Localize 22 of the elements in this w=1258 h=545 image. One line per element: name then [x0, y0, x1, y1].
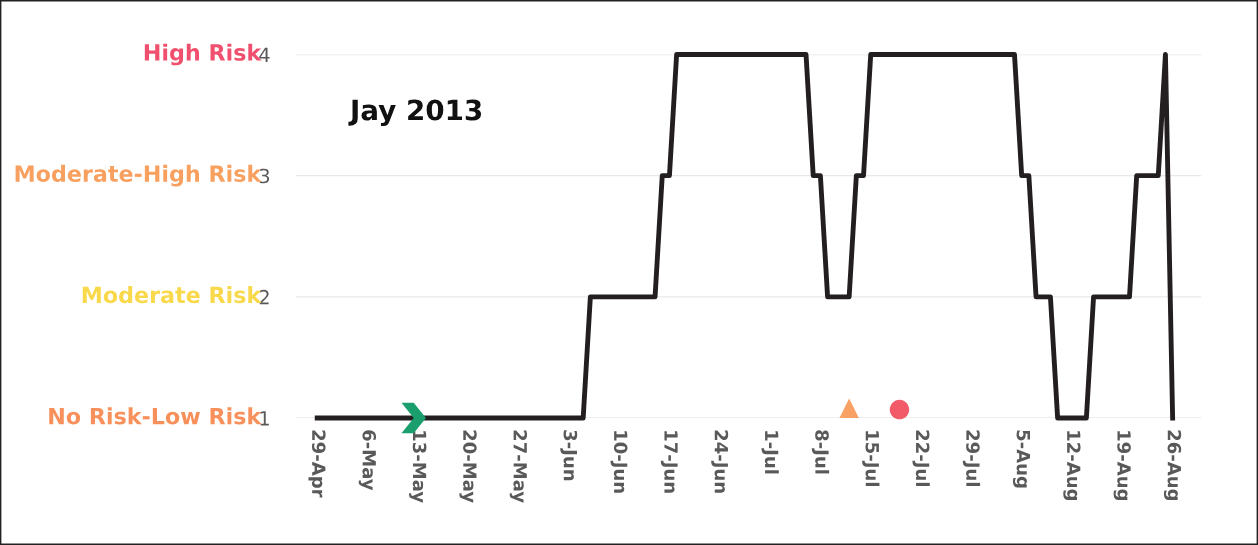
- x-tick-label: 27-May: [509, 430, 528, 503]
- x-tick-label: 1-Jul: [761, 431, 779, 474]
- x-tick-label: 20-May: [459, 430, 477, 503]
- y-tick-label: 1: [260, 411, 269, 426]
- x-tick-label: 24-Jun: [711, 430, 729, 493]
- x-tick-label: 22-Jul: [912, 430, 930, 486]
- x-tick-label: 19-Aug: [1113, 431, 1131, 500]
- x-tick-label: 12-Aug: [1063, 431, 1081, 500]
- line-series: [314, 52, 1176, 421]
- x-tick-label: 17-Jun: [660, 431, 678, 493]
- x-tick-label: 5-Aug: [1012, 430, 1030, 488]
- text: Jay 2013: [348, 99, 482, 127]
- text: No Risk-Low Risk: [49, 407, 262, 425]
- x-tick-label: 3-Jun: [560, 430, 578, 481]
- x-tick-label: 8-Jul: [811, 430, 830, 474]
- x-tick-label: 26-Aug: [1163, 430, 1182, 500]
- x-tick-label: 13-May: [409, 431, 427, 503]
- x-tick-label: 15-Jul: [862, 431, 880, 486]
- x-tick-label: 29-Jul: [962, 430, 981, 486]
- x-tick-label: 29-Apr: [308, 430, 326, 498]
- x-tick-label: 6-May: [358, 430, 377, 491]
- x-tick-label: 10-Jun: [610, 431, 628, 493]
